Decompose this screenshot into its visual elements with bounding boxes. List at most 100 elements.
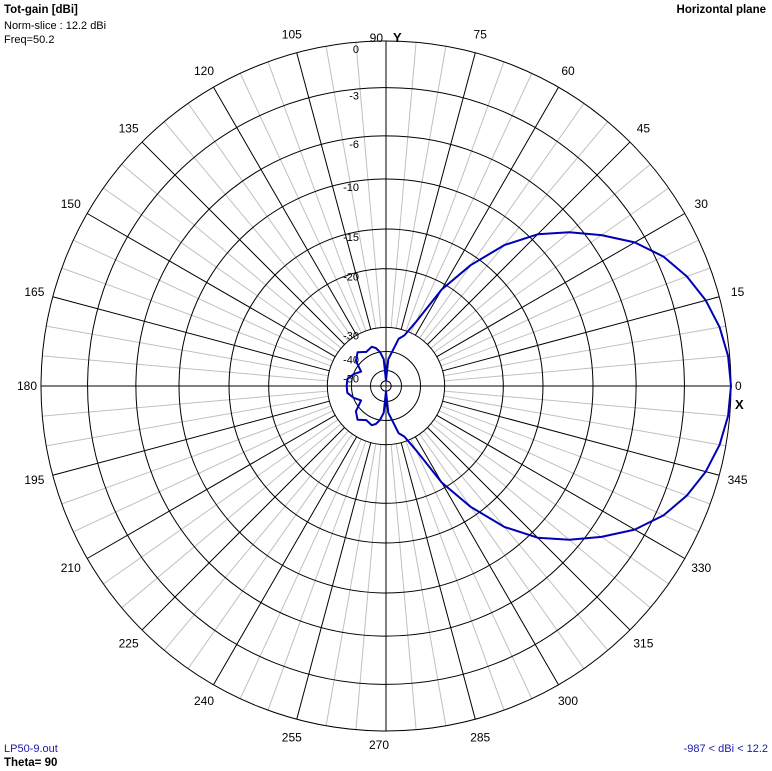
minor-spoke xyxy=(444,355,730,382)
radial-tick-labels: 0-3-6-10-15-20-30-40-50 xyxy=(343,44,359,385)
radial-label: -20 xyxy=(343,272,359,284)
spoke-210 xyxy=(86,414,336,559)
minor-spoke xyxy=(430,423,651,609)
angle-label: 180 xyxy=(17,379,37,393)
minor-spoke xyxy=(405,440,505,711)
minor-spoke xyxy=(430,163,651,349)
spoke-150 xyxy=(86,213,336,358)
spoke-255 xyxy=(296,442,372,720)
spoke-75 xyxy=(400,52,476,330)
minor-spoke xyxy=(121,423,342,609)
minor-spoke xyxy=(239,73,362,334)
spoke-225 xyxy=(141,427,345,631)
ring-minus40 xyxy=(351,351,421,421)
angle-label: 240 xyxy=(194,694,214,708)
minor-spoke xyxy=(443,325,726,377)
radial-label: -6 xyxy=(349,139,359,151)
minor-spoke xyxy=(355,42,382,328)
radial-label: -40 xyxy=(343,355,359,367)
ring-minus10 xyxy=(178,178,594,594)
angle-label: 30 xyxy=(695,197,709,211)
spoke-30 xyxy=(436,213,686,358)
angle-label: 315 xyxy=(633,636,653,650)
theta-label: Theta= 90 xyxy=(4,757,58,769)
minor-spoke xyxy=(163,430,349,651)
minor-spoke xyxy=(390,444,417,730)
spoke-105 xyxy=(296,52,372,330)
norm-slice-label: Norm-slice : 12.2 dBi xyxy=(4,20,107,32)
minor-spoke xyxy=(440,267,711,367)
minor-spoke xyxy=(444,390,730,417)
angle-label: 300 xyxy=(558,694,578,708)
file-name: LP50-9.out xyxy=(4,743,58,755)
minor-spoke xyxy=(73,239,334,362)
minor-spoke xyxy=(187,433,353,669)
angle-label: 0 xyxy=(735,379,742,393)
minor-spoke xyxy=(46,325,329,377)
spoke-345 xyxy=(442,400,720,476)
plane-label: Horizontal plane xyxy=(676,4,766,16)
frequency-label: Freq=50.2 xyxy=(4,34,55,46)
radial-label: -3 xyxy=(349,91,359,103)
minor-spoke xyxy=(390,42,417,328)
spoke-300 xyxy=(414,436,559,686)
minor-spoke xyxy=(395,443,447,726)
spoke-240 xyxy=(213,436,358,686)
spoke-165 xyxy=(52,296,330,372)
minor-spoke xyxy=(267,61,367,332)
minor-spoke xyxy=(423,121,609,342)
minor-spoke xyxy=(419,433,585,669)
spoke-315 xyxy=(427,427,631,631)
spoke-45 xyxy=(427,141,631,345)
angle-label: 165 xyxy=(24,285,44,299)
minor-spoke xyxy=(46,395,329,447)
minor-spoke xyxy=(73,410,334,533)
minor-spoke xyxy=(325,46,377,329)
minor-spoke xyxy=(42,390,328,417)
x-axis-label: X xyxy=(735,397,744,412)
minor-spoke xyxy=(438,239,699,362)
spoke-330 xyxy=(436,414,686,559)
minor-spoke xyxy=(163,121,349,342)
spoke-60 xyxy=(414,86,559,336)
minor-spoke xyxy=(267,440,367,711)
spoke-285 xyxy=(400,442,476,720)
ring-minus6 xyxy=(135,135,637,637)
axis-labels: XY xyxy=(393,30,744,412)
angle-label: 120 xyxy=(194,64,214,78)
minor-spoke xyxy=(355,444,382,730)
minor-spoke xyxy=(433,187,669,353)
minor-spoke xyxy=(61,267,332,367)
minor-spoke xyxy=(405,61,505,332)
minor-spoke xyxy=(419,103,585,339)
ring-minus30 xyxy=(326,326,446,446)
angle-label: 225 xyxy=(119,636,139,650)
minor-spoke xyxy=(433,419,669,585)
y-axis-label: Y xyxy=(393,30,402,45)
ring-minus50 xyxy=(369,369,403,403)
angle-label: 75 xyxy=(474,27,488,41)
angle-label: 150 xyxy=(61,197,81,211)
spoke-15 xyxy=(442,296,720,372)
minor-spoke xyxy=(103,419,339,585)
minor-spoke xyxy=(443,395,726,447)
minor-spoke xyxy=(440,405,711,505)
ring-minus20 xyxy=(268,268,504,504)
dbi-range-label: -987 < dBi < 12.2 xyxy=(683,743,768,755)
angle-label: 285 xyxy=(470,731,490,745)
angle-label: 135 xyxy=(119,122,139,136)
radial-label: -10 xyxy=(343,182,359,194)
radiation-pattern-series xyxy=(345,231,732,541)
angle-label: 195 xyxy=(24,473,44,487)
angle-label: 45 xyxy=(637,122,651,136)
spoke-120 xyxy=(213,86,358,336)
minor-spoke xyxy=(410,438,533,699)
minor-spoke xyxy=(438,410,699,533)
angle-label: 270 xyxy=(369,738,389,752)
minor-spoke xyxy=(239,438,362,699)
minor-grid xyxy=(42,42,730,730)
minor-spoke xyxy=(61,405,332,505)
radial-label: -15 xyxy=(343,232,359,244)
spoke-135 xyxy=(141,141,345,345)
angle-tick-labels: 0 15 30 45 60 75 90 105 120 135 150 165 180 195 210 225… xyxy=(17,27,748,752)
